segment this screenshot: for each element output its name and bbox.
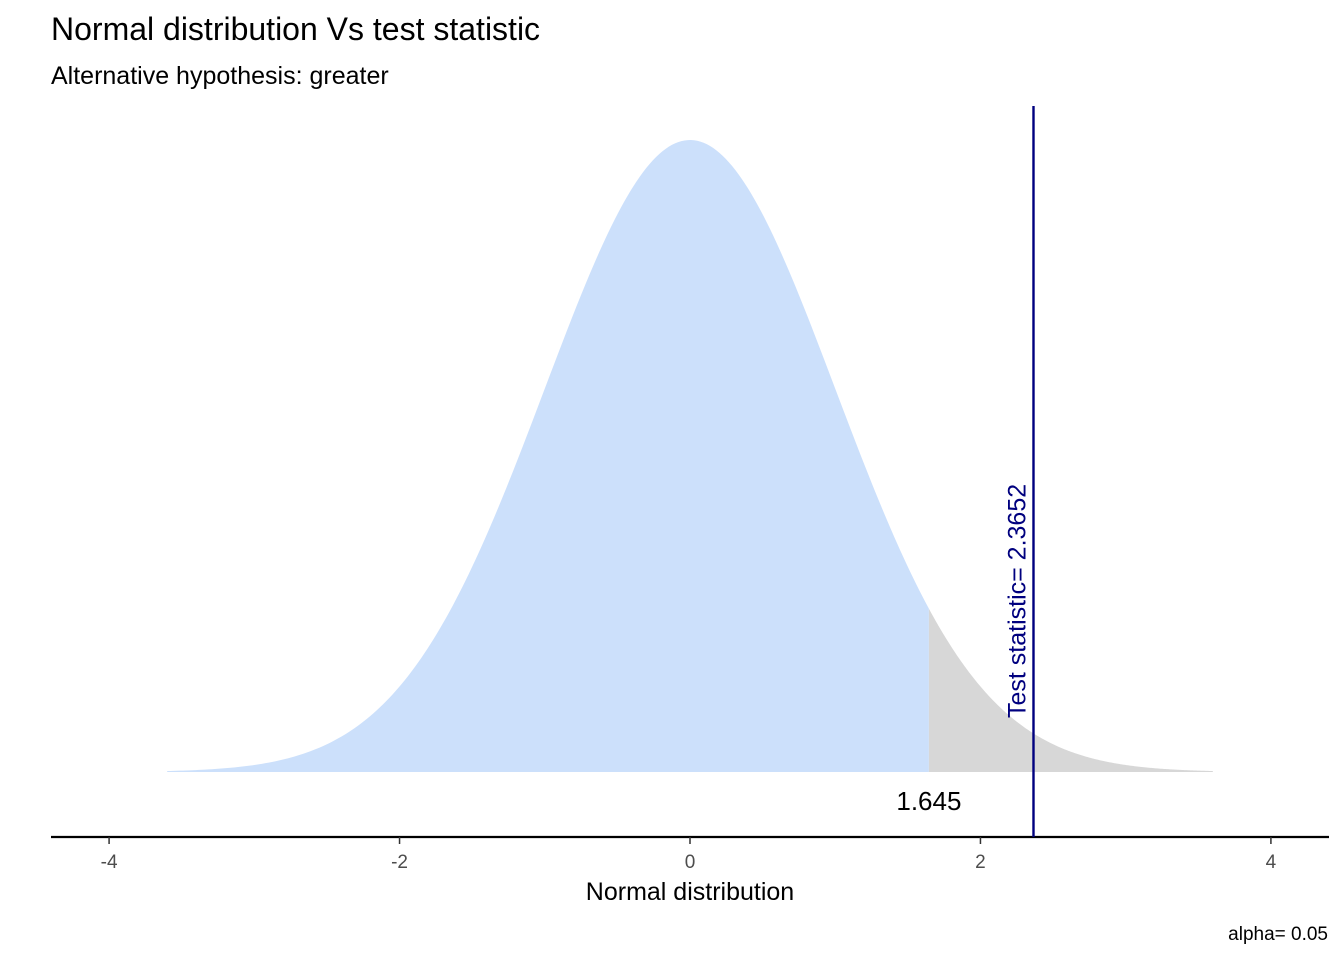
- chart-subtitle: Alternative hypothesis: greater: [51, 62, 389, 90]
- x-tick-label: -4: [101, 852, 118, 873]
- x-axis-title: Normal distribution: [586, 878, 794, 906]
- rejection-region-area: [928, 608, 1213, 772]
- acceptance-region-area: [167, 140, 929, 772]
- x-tick-label: 2: [975, 852, 986, 873]
- x-tick-label: 0: [685, 852, 696, 873]
- x-tick-label: -2: [391, 852, 408, 873]
- x-tick-label: 4: [1266, 852, 1277, 873]
- critical-value-label: 1.645: [896, 786, 961, 816]
- test-statistic-label: Test statistic= 2.3652: [1003, 484, 1031, 718]
- alpha-caption: alpha= 0.05: [1228, 924, 1328, 945]
- x-axis-ticks: -4 -2 0 2 4: [101, 837, 1277, 873]
- chart-title: Normal distribution Vs test statistic: [51, 11, 540, 47]
